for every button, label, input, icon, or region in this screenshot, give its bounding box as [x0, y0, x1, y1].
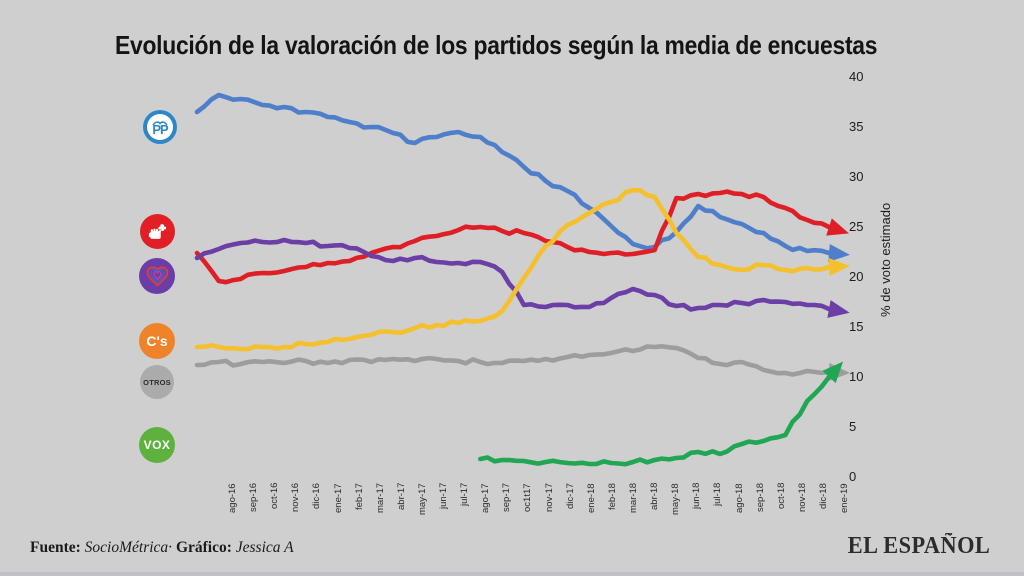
- x-tick-dic-17: dic-17: [564, 483, 576, 509]
- x-tick-sep-18: sep-18: [754, 483, 766, 513]
- grafico-label: Gráfico:: [175, 539, 232, 556]
- x-tick-nov-16: nov-16: [290, 483, 302, 513]
- series-line-unidos-podemos: [194, 237, 832, 312]
- x-tick-ago-18: ago-18: [733, 483, 745, 513]
- series-line-ciudadanos: [194, 187, 832, 352]
- psoe-fist-rose-icon: [140, 214, 175, 249]
- podemos-heart: [146, 265, 168, 287]
- fuente-value: SocioMétrica·: [84, 539, 173, 556]
- arrowhead-pp: [828, 244, 850, 262]
- y-tick-35: 35: [849, 119, 864, 134]
- grafico-value: Jessica A: [235, 539, 294, 556]
- chart-title: Evolución de la valoración de los partid…: [115, 30, 878, 60]
- x-tick-oc1t17: oc1t17: [522, 483, 534, 512]
- vox-icon: VOX: [139, 427, 175, 463]
- y-tick-5: 5: [849, 419, 857, 434]
- x-tick-oct-18: oct-18: [775, 483, 787, 510]
- x-tick-mar-18: mar-18: [628, 483, 639, 514]
- series-line-psoe: [194, 189, 832, 285]
- y-tick-20: 20: [849, 269, 864, 284]
- arrowhead-psoe: [826, 218, 849, 236]
- publisher-logo: EL ESPAÑOL: [847, 533, 990, 559]
- x-tick-sep-16: sep-16: [248, 483, 260, 513]
- x-tick-mar-17: mar-17: [374, 483, 386, 514]
- y-tick-15: 15: [849, 319, 864, 334]
- x-tick-ago-16: ago-16: [227, 483, 238, 513]
- x-tick-sep-17: sep-17: [501, 483, 513, 513]
- x-tick-may-17: may-17: [416, 483, 428, 515]
- x-tick-ago-17: ago-17: [480, 483, 492, 513]
- y-tick-30: 30: [849, 169, 864, 184]
- x-tick-oct-16: oct-16: [269, 483, 281, 510]
- y-tick-40: 40: [849, 69, 864, 84]
- x-tick-may-18: may-18: [670, 483, 682, 515]
- y-tick-0: 0: [849, 469, 857, 484]
- x-tick-dic-18: dic-18: [817, 483, 829, 509]
- x-tick-feb-18: feb-18: [606, 483, 618, 510]
- x-tick-abr-17: abr-17: [395, 483, 407, 511]
- x-tick-jul-17: jul-17: [459, 483, 471, 507]
- pp-gull-icon: [152, 120, 168, 126]
- bottom-strip: [0, 572, 1024, 576]
- series-line-pp: [194, 92, 832, 256]
- x-tick-ene-17: ene-17: [332, 483, 344, 513]
- psoe-emblem: [148, 223, 166, 239]
- x-tick-abr-18: abr-18: [649, 483, 661, 511]
- fuente-label: Fuente:: [30, 539, 81, 556]
- pp-logo-icon: PP: [143, 110, 177, 144]
- x-tick-jun-17: jun-17: [438, 483, 449, 510]
- otros-icon: OTROS: [140, 365, 174, 399]
- arrowhead-unidos-podemos: [827, 300, 850, 318]
- series-line-otros: [194, 344, 832, 377]
- series-line-vox: [478, 374, 832, 467]
- x-tick-ene-19: ene-19: [839, 483, 850, 513]
- pp-label: PP: [152, 121, 168, 137]
- pp-logo-inner: PP: [147, 114, 173, 140]
- x-tick-dic-16: dic-16: [311, 483, 323, 509]
- podemos-heart-icon: [139, 258, 175, 294]
- x-tick-jul-18: jul-18: [712, 483, 724, 507]
- y-tick-25: 25: [849, 219, 864, 234]
- source-credit: Fuente: SocioMétrica· Gráfico: Jessica A: [30, 539, 294, 557]
- ciudadanos-icon: C's: [139, 323, 175, 359]
- vox-label: VOX: [143, 438, 171, 452]
- ciudadanos-label: C's: [146, 333, 168, 349]
- x-tick-nov-18: nov-18: [796, 483, 808, 513]
- arrowhead-ciudadanos: [828, 258, 850, 276]
- x-tick-nov-17: nov-17: [543, 483, 555, 513]
- x-tick-jun-18: jun-18: [691, 483, 703, 510]
- y-axis-title: % de voto estimado: [878, 202, 893, 318]
- arrowhead-vox: [822, 361, 844, 384]
- x-tick-ene-18: ene-18: [585, 483, 597, 513]
- otros-label: OTROS: [143, 377, 171, 387]
- y-tick-10: 10: [849, 369, 864, 384]
- x-tick-feb-17: feb-17: [353, 483, 365, 510]
